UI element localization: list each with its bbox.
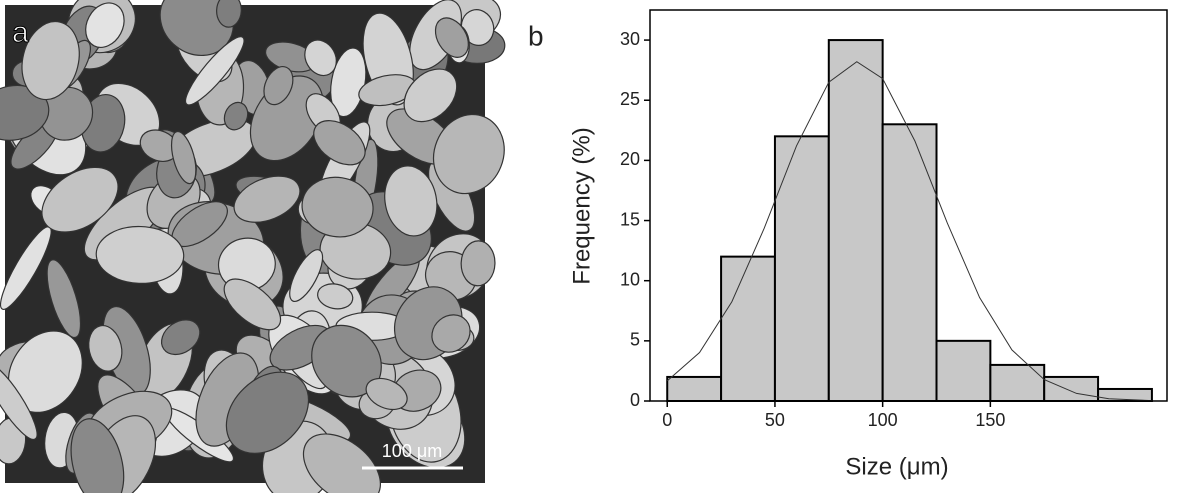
bar: [881, 123, 938, 403]
particle: [160, 319, 201, 356]
particle: [95, 225, 185, 284]
particle: [21, 21, 80, 101]
bar: [666, 375, 723, 403]
particle: [223, 278, 282, 331]
particle: [225, 371, 310, 454]
x-tick-label: 150: [975, 410, 1005, 430]
plot-frame: [649, 9, 1168, 402]
particle: [0, 84, 50, 141]
particle: [301, 176, 374, 238]
particle: [317, 283, 354, 310]
particle: [434, 17, 469, 58]
particle: [403, 68, 458, 123]
scale-bar-label: 100 μm: [382, 441, 442, 461]
y-tick-label: 15: [620, 209, 640, 229]
x-tick-label: 0: [662, 410, 672, 430]
particle: [460, 240, 496, 287]
particle: [263, 66, 294, 106]
bar: [1043, 375, 1100, 403]
particle: [70, 418, 125, 498]
sem-image: [0, 0, 506, 498]
y-tick-label: 10: [620, 269, 640, 289]
fit-curve: [666, 61, 1152, 402]
y-tick-label: 0: [630, 390, 640, 410]
particle: [384, 165, 438, 237]
particle: [304, 39, 337, 77]
x-tick-label: 100: [868, 410, 898, 430]
y-tick-label: 30: [620, 29, 640, 49]
particle: [313, 120, 366, 166]
particle: [289, 249, 324, 302]
particle: [233, 175, 301, 223]
bar: [720, 255, 776, 402]
bar: [935, 339, 992, 403]
bar: [827, 39, 884, 402]
panel-label: b: [528, 20, 544, 51]
particle: [46, 259, 82, 339]
bar: [989, 363, 1046, 402]
particle: [184, 36, 245, 106]
x-axis-label: Size (μm): [845, 453, 948, 480]
particle: [365, 377, 408, 411]
panel-label: a: [12, 16, 29, 49]
particle: [431, 314, 471, 353]
y-tick-label: 5: [630, 330, 640, 350]
particle: [216, 0, 242, 28]
bar: [773, 135, 830, 402]
y-axis-label: Frequency (%): [568, 127, 595, 284]
particle: [170, 130, 197, 185]
particle: [432, 113, 505, 195]
particle: [88, 324, 123, 372]
particle: [0, 362, 38, 441]
particle: [223, 101, 249, 131]
particle: [85, 2, 125, 48]
x-tick-label: 50: [765, 410, 785, 430]
y-tick-label: 25: [620, 89, 640, 109]
particle: [41, 166, 119, 233]
y-tick-label: 20: [620, 149, 640, 169]
